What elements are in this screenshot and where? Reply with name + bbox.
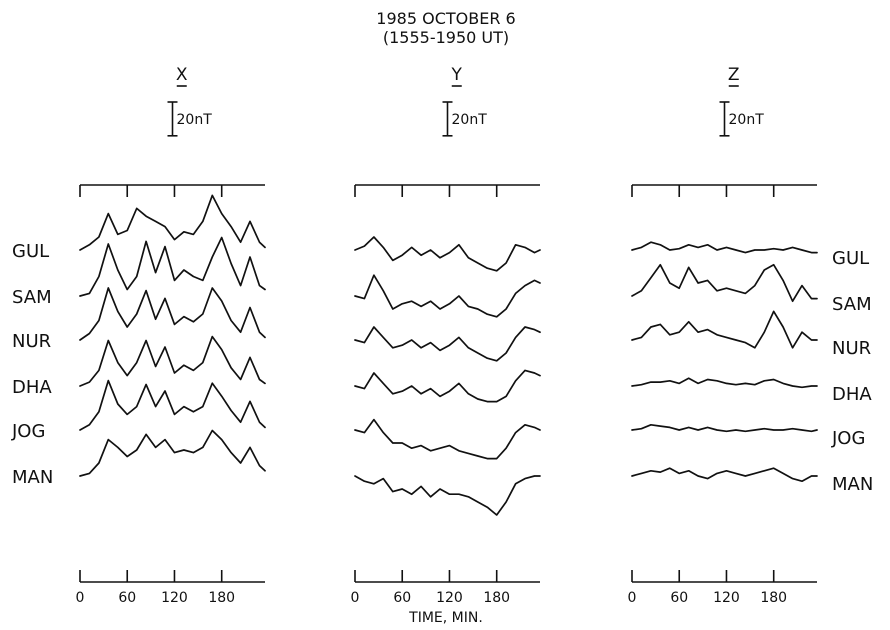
tick-label-y-120: 120 [436,590,463,606]
trace-y-nur [354,326,541,362]
tick-label-z-60: 60 [670,590,688,606]
scale-label-x: 20nT [177,112,213,128]
trace-x-jog [79,379,266,431]
trace-z-nur [631,310,818,349]
tick-label-z-0: 0 [628,590,637,606]
scale-label-y: 20nT [452,112,488,128]
trace-x-sam [79,236,266,297]
station-label-right-nur: NUR [832,338,871,359]
trace-y-dha [354,369,541,403]
trace-z-dha [631,377,818,389]
station-label-right-dha: DHA [832,384,872,405]
station-label-right-gul: GUL [832,248,869,269]
trace-y-jog [354,418,541,460]
panel-x: X 20nT 0 60 120 180 GUL SAM NUR DHA JOG MAN [11,65,266,606]
tick-label-x-120: 120 [161,590,188,606]
trace-x-dha [79,335,266,387]
trace-z-man [631,467,818,483]
panels-group: X 20nT 0 60 120 180 GUL SAM NUR DHA JOG MAN Y 20nT 0 60… [11,65,873,606]
scale-label-z: 20nT [729,112,765,128]
panel-z: Z 20nT 0 60 120 180 GUL SAM NUR DHA JOG MAN [628,65,874,606]
panel-title-x: X [176,65,188,85]
panel-title-y: Y [451,65,463,85]
station-label-left-dha: DHA [12,377,52,398]
panel-y: Y 20nT 0 60 120 180 [351,65,541,606]
station-label-right-jog: JOG [831,428,865,449]
station-label-right-sam: SAM [832,294,872,315]
trace-z-gul [631,241,818,254]
station-label-left-jog: JOG [11,421,45,442]
tick-label-x-180: 180 [208,590,235,606]
station-label-left-gul: GUL [12,241,49,262]
tick-label-y-60: 60 [393,590,411,606]
trace-x-man [79,429,266,477]
tick-label-z-180: 180 [760,590,787,606]
x-axis-title: TIME, MIN. [408,610,483,626]
tick-label-z-120: 120 [713,590,740,606]
tick-label-x-60: 60 [118,590,136,606]
trace-z-jog [631,423,818,433]
station-label-left-sam: SAM [12,287,52,308]
tick-label-x-0: 0 [76,590,85,606]
panel-title-z: Z [728,65,740,85]
trace-y-man [354,475,541,516]
trace-y-gul [354,236,541,272]
station-label-left-nur: NUR [12,331,51,352]
chart-title-line1: 1985 OCTOBER 6 [376,9,515,28]
trace-y-sam [354,274,541,318]
trace-z-sam [631,263,818,303]
trace-x-nur [79,287,266,341]
station-label-left-man: MAN [12,467,53,488]
station-label-right-man: MAN [832,474,873,495]
trace-x-gul [79,194,266,251]
tick-label-y-180: 180 [483,590,510,606]
tick-label-y-0: 0 [351,590,360,606]
chart-title-line2: (1555-1950 UT) [383,28,509,47]
